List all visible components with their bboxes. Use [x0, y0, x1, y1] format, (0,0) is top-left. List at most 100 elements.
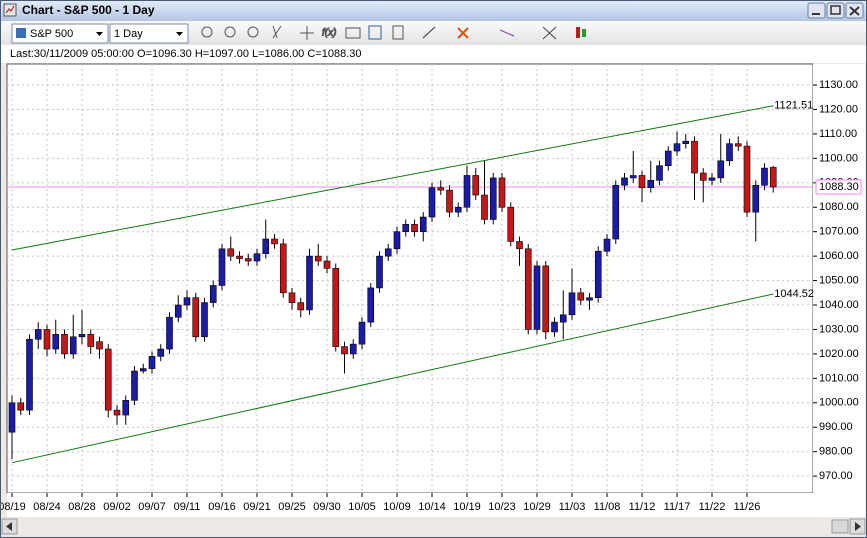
crosshair-button[interactable]: [300, 26, 314, 40]
candle-body: [332, 268, 340, 347]
candle-body: [664, 150, 672, 166]
print-button[interactable]: [345, 27, 361, 39]
candle-body: [559, 314, 567, 323]
candle-body: [201, 302, 208, 338]
candle-body: [507, 206, 515, 242]
x-tick-label: 10/29: [523, 501, 551, 513]
candle-body: [87, 334, 95, 347]
y-tick-label: 1080.00: [819, 201, 859, 213]
candle-body: [384, 248, 392, 257]
settings-button[interactable]: [542, 26, 557, 40]
price-axis: [813, 64, 865, 493]
zoom-out-button[interactable]: [224, 26, 236, 38]
indicator-button[interactable]: f(x): [322, 27, 337, 39]
channel-label: 1044.52: [774, 288, 814, 300]
candle-body: [218, 248, 226, 286]
minimize-button[interactable]: [807, 2, 826, 19]
zoom-fit-button[interactable]: [247, 26, 259, 38]
y-tick-label: 1110.00: [819, 128, 857, 140]
candle-body: [603, 238, 611, 252]
symbol-box[interactable]: [11, 23, 109, 44]
zoom-in-button[interactable]: [201, 26, 213, 38]
candle-body: [166, 316, 173, 350]
save-button[interactable]: [368, 25, 382, 40]
candle-body: [402, 224, 410, 232]
candle-body: [428, 187, 436, 218]
candle-body: [306, 255, 313, 311]
y-tick-label: 1000.00: [819, 397, 859, 409]
candle-body: [743, 145, 751, 213]
dropdown-arrow: [96, 32, 103, 36]
candle-body: [594, 250, 602, 298]
candle-body: [183, 297, 191, 306]
candle-body: [524, 248, 532, 330]
maximize-glyph: [830, 5, 841, 15]
x-tick-label: 11/08: [594, 501, 621, 513]
candle-body: [638, 175, 646, 188]
candle-body: [358, 321, 366, 345]
candle-body: [612, 184, 620, 240]
candle-body: [629, 175, 637, 179]
candle-body: [262, 238, 270, 254]
chart-layer: 970.00 980.00 990.00 1000.00 1010.00 1020.00 1…: [0, 64, 862, 513]
candle-body: [376, 255, 383, 289]
objects-button[interactable]: [457, 27, 469, 39]
candle-body: [8, 402, 16, 433]
candle-body: [498, 177, 506, 208]
scroll-thumb[interactable]: [831, 519, 849, 534]
chart-type-glyph: [582, 29, 586, 37]
candle-body: [393, 231, 401, 250]
channel-line: [11, 293, 774, 464]
candle-body: [131, 370, 138, 401]
candle-body: [148, 356, 156, 369]
line-tool-button[interactable]: [422, 26, 436, 39]
candle-body: [761, 167, 768, 186]
y-tick-label: 1060.00: [819, 250, 859, 262]
info-bar: [0, 45, 867, 63]
candle-body: [533, 265, 541, 330]
time-axis: [7, 493, 865, 517]
cursor-button[interactable]: [272, 25, 282, 39]
studies-button[interactable]: [499, 29, 515, 37]
candle-body: [673, 143, 681, 152]
symbol-icon: [16, 28, 26, 38]
scrollbar[interactable]: [0, 518, 867, 535]
candle-body: [577, 292, 585, 301]
candle-body: [726, 143, 733, 162]
x-tick-label: 11/22: [699, 501, 726, 513]
chart-type-button[interactable]: [576, 27, 580, 38]
dropdown-arrow: [176, 32, 183, 36]
candle-body: [288, 292, 296, 303]
candle-body: [244, 258, 252, 262]
x-tick-label: 09/25: [278, 501, 306, 513]
candle-body: [209, 285, 217, 303]
y-tick-label: 1040.00: [819, 299, 859, 311]
x-tick-label: 09/02: [103, 501, 131, 513]
properties-button[interactable]: [392, 25, 404, 40]
scroll-right-glyph: [855, 522, 861, 531]
x-tick-label: 09/21: [243, 501, 271, 513]
y-tick-label: 980.00: [819, 446, 853, 458]
window-title: Chart - S&P 500 - 1 Day: [22, 3, 155, 17]
candle-body: [61, 334, 68, 355]
channel-line: [11, 105, 774, 251]
x-tick-label: 10/05: [348, 501, 376, 513]
timeframe-text: 1 Day: [114, 28, 143, 40]
y-tick-label: 1030.00: [819, 323, 859, 335]
y-tick-label: 1120.00: [819, 103, 858, 115]
current-price-label: 1088.30: [819, 181, 859, 193]
x-tick-label: 11/12: [629, 501, 656, 513]
title-bar: [0, 0, 867, 21]
candle-body: [139, 368, 147, 372]
x-tick-label: 09/11: [174, 501, 201, 513]
candle-body: [568, 292, 576, 316]
candle-body: [78, 334, 86, 338]
candle-body: [621, 177, 628, 186]
timeframe-select[interactable]: 1 Day: [109, 23, 189, 44]
timeframe-box[interactable]: [109, 23, 189, 44]
plot-area: [6, 63, 814, 494]
candle-body: [481, 194, 488, 220]
x-tick-label: 08/19: [0, 501, 26, 513]
symbol-select[interactable]: S&P 500: [11, 23, 109, 44]
candle-body: [113, 409, 121, 416]
